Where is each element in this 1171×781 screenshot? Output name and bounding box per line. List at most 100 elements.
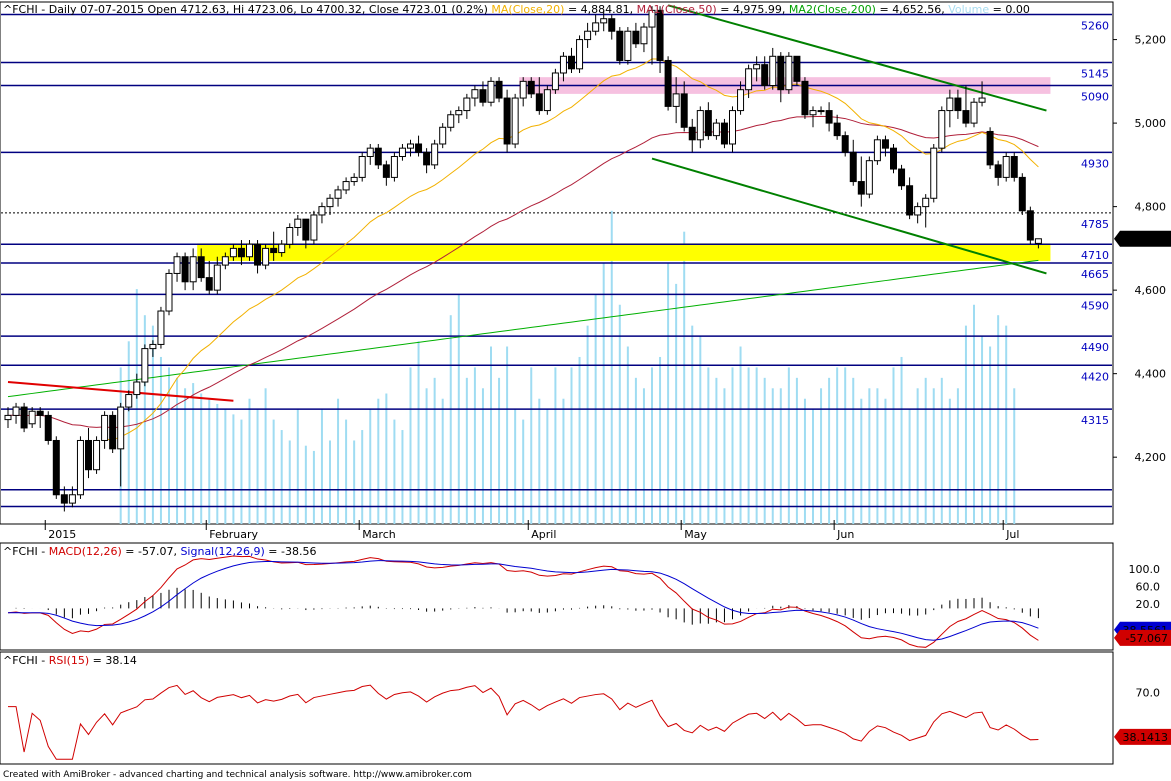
candle bbox=[101, 411, 109, 449]
volume-bar bbox=[651, 367, 653, 524]
candle-body bbox=[326, 197, 334, 208]
candle bbox=[898, 164, 906, 190]
candle-body bbox=[833, 122, 841, 137]
volume-bar bbox=[256, 409, 259, 524]
candle bbox=[712, 118, 720, 140]
volume-bar bbox=[747, 367, 750, 524]
candle bbox=[165, 269, 173, 316]
rsi-header: ^FCHI - RSI(15) = 38.14 bbox=[3, 654, 137, 667]
trendlines bbox=[7, 4, 1047, 402]
candle-body bbox=[463, 97, 471, 112]
candle bbox=[865, 156, 873, 199]
candle bbox=[278, 240, 286, 257]
volume-bar bbox=[337, 398, 340, 524]
volume-bar bbox=[739, 346, 742, 524]
candle-body bbox=[12, 406, 20, 416]
candle-body bbox=[753, 64, 761, 70]
candle-body bbox=[600, 18, 608, 24]
candle bbox=[600, 10, 608, 32]
candle-body bbox=[857, 181, 865, 195]
volume-bar bbox=[973, 304, 975, 524]
zone-yellow bbox=[197, 243, 1051, 261]
candle bbox=[189, 248, 197, 291]
volume-bar bbox=[578, 356, 581, 524]
volume-bar bbox=[868, 388, 871, 524]
candle bbox=[785, 52, 793, 94]
candle bbox=[141, 344, 149, 387]
candle bbox=[60, 486, 68, 512]
volume-bar bbox=[997, 315, 1000, 524]
candle bbox=[849, 139, 857, 186]
trendline-green bbox=[651, 157, 1047, 275]
candle-body bbox=[447, 114, 455, 128]
candle bbox=[817, 106, 825, 115]
candle bbox=[390, 152, 398, 182]
candle bbox=[624, 27, 632, 65]
volume-bar bbox=[184, 388, 187, 524]
candle bbox=[213, 256, 221, 295]
candle bbox=[125, 390, 133, 412]
rsi-last-label: 38.1413 bbox=[1123, 731, 1169, 744]
rsi-series-line bbox=[8, 684, 1039, 760]
candle-body bbox=[914, 206, 922, 216]
volume-bar bbox=[159, 356, 162, 524]
trendline-green bbox=[667, 4, 1047, 112]
volume-bar bbox=[280, 430, 283, 524]
candle-body bbox=[672, 93, 680, 107]
volume-bar bbox=[908, 409, 911, 524]
volume-bar bbox=[433, 377, 436, 524]
candle bbox=[809, 106, 817, 128]
candle-body bbox=[801, 80, 809, 116]
candle-body bbox=[181, 256, 189, 283]
candle-body bbox=[865, 160, 873, 195]
candle bbox=[479, 81, 487, 107]
volume-bar bbox=[892, 367, 895, 524]
candle bbox=[431, 139, 439, 170]
candle bbox=[881, 135, 889, 157]
volume-bar bbox=[538, 398, 541, 524]
candle-body bbox=[52, 439, 60, 496]
candle-body bbox=[737, 89, 745, 112]
level-label: 4710 bbox=[1081, 249, 1109, 262]
candle-body bbox=[568, 55, 575, 70]
volume-bar bbox=[836, 367, 839, 524]
volume-bar bbox=[779, 388, 782, 524]
candle bbox=[12, 402, 20, 424]
candle bbox=[374, 143, 382, 170]
volume-bar bbox=[272, 419, 275, 524]
macd-y-tick-label: 20.0 bbox=[1136, 598, 1161, 611]
candle bbox=[648, 6, 656, 65]
candle-body bbox=[270, 247, 278, 254]
candle bbox=[157, 306, 165, 349]
candle bbox=[246, 240, 253, 261]
candle bbox=[568, 47, 575, 73]
volume-bar bbox=[304, 445, 307, 524]
macd-panel bbox=[0, 542, 1114, 651]
volume-bar bbox=[691, 325, 694, 524]
candle bbox=[455, 106, 463, 124]
candle-body bbox=[769, 55, 777, 87]
volume-bar bbox=[216, 403, 219, 524]
candle bbox=[551, 68, 559, 94]
candle-body bbox=[85, 439, 92, 471]
candle-body bbox=[431, 143, 439, 166]
volume-bar bbox=[530, 367, 533, 524]
volume-bar bbox=[586, 325, 589, 524]
candle-body bbox=[302, 218, 310, 241]
volume-bar bbox=[618, 304, 621, 524]
candle bbox=[350, 173, 358, 186]
candle bbox=[117, 402, 125, 487]
y-tick-label: 5,000 bbox=[1135, 117, 1167, 130]
volume-bar bbox=[771, 388, 774, 524]
candle-body bbox=[680, 93, 688, 128]
candle bbox=[737, 81, 745, 115]
candle-body bbox=[366, 147, 374, 158]
candle-body bbox=[398, 147, 406, 158]
x-tick-label: May bbox=[684, 528, 707, 541]
candle-body bbox=[978, 97, 986, 103]
candle bbox=[1034, 238, 1042, 249]
candle-body bbox=[849, 151, 857, 183]
candle-body bbox=[962, 110, 970, 124]
volume-bar bbox=[820, 388, 823, 524]
candle bbox=[366, 143, 374, 165]
